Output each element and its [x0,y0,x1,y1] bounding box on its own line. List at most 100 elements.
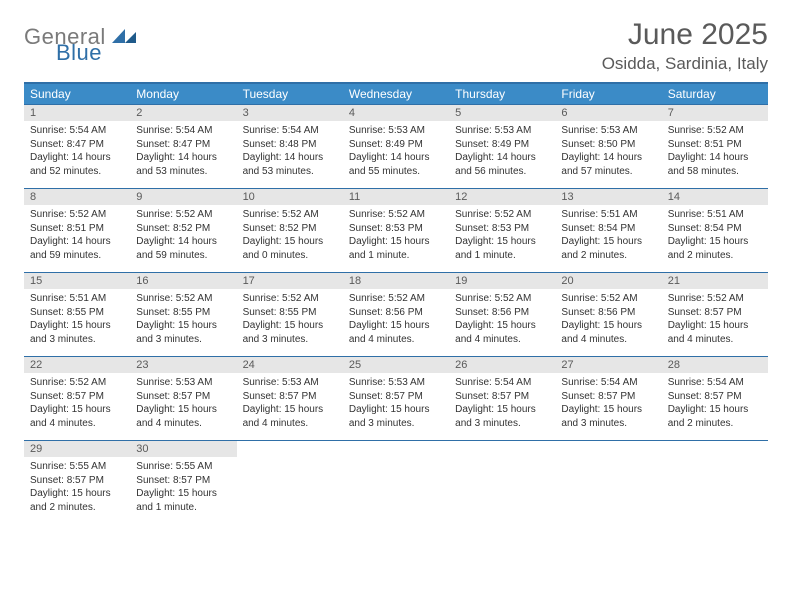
sunrise-text: Sunrise: 5:54 AM [561,376,655,390]
sunrise-text: Sunrise: 5:53 AM [349,376,443,390]
sunset-text: Sunset: 8:52 PM [243,222,337,236]
logo-text-blue: Blue [56,40,102,66]
daylight-text: Daylight: 15 hours and 4 minutes. [349,319,443,346]
sunset-text: Sunset: 8:57 PM [30,474,124,488]
daylight-text: Daylight: 15 hours and 3 minutes. [243,319,337,346]
day-header: Wednesday [343,84,449,104]
day-cell: 16Sunrise: 5:52 AMSunset: 8:55 PMDayligh… [130,272,236,356]
daylight-text: Daylight: 15 hours and 1 minute. [455,235,549,262]
day-cell: 27Sunrise: 5:54 AMSunset: 8:57 PMDayligh… [555,356,661,440]
day-number: 14 [662,189,768,205]
day-cell: 23Sunrise: 5:53 AMSunset: 8:57 PMDayligh… [130,356,236,440]
day-cell: 2Sunrise: 5:54 AMSunset: 8:47 PMDaylight… [130,104,236,188]
day-body: Sunrise: 5:52 AMSunset: 8:56 PMDaylight:… [555,289,661,352]
sunrise-text: Sunrise: 5:55 AM [30,460,124,474]
sunrise-text: Sunrise: 5:54 AM [455,376,549,390]
empty-cell [662,440,768,524]
day-body: Sunrise: 5:54 AMSunset: 8:48 PMDaylight:… [237,121,343,184]
day-body: Sunrise: 5:52 AMSunset: 8:53 PMDaylight:… [343,205,449,268]
sunset-text: Sunset: 8:52 PM [136,222,230,236]
sunset-text: Sunset: 8:49 PM [349,138,443,152]
daylight-text: Daylight: 15 hours and 3 minutes. [455,403,549,430]
day-body: Sunrise: 5:55 AMSunset: 8:57 PMDaylight:… [24,457,130,520]
day-number: 22 [24,357,130,373]
daylight-text: Daylight: 15 hours and 2 minutes. [668,403,762,430]
daylight-text: Daylight: 14 hours and 56 minutes. [455,151,549,178]
sunrise-text: Sunrise: 5:52 AM [243,292,337,306]
day-number: 4 [343,105,449,121]
daylight-text: Daylight: 15 hours and 2 minutes. [668,235,762,262]
sunset-text: Sunset: 8:54 PM [668,222,762,236]
sunset-text: Sunset: 8:57 PM [668,306,762,320]
sunset-text: Sunset: 8:51 PM [30,222,124,236]
day-cell: 20Sunrise: 5:52 AMSunset: 8:56 PMDayligh… [555,272,661,356]
sunrise-text: Sunrise: 5:51 AM [561,208,655,222]
day-body: Sunrise: 5:54 AMSunset: 8:57 PMDaylight:… [662,373,768,436]
sunrise-text: Sunrise: 5:52 AM [349,292,443,306]
day-number: 15 [24,273,130,289]
daylight-text: Daylight: 15 hours and 3 minutes. [30,319,124,346]
sunset-text: Sunset: 8:49 PM [455,138,549,152]
sunset-text: Sunset: 8:55 PM [30,306,124,320]
sunrise-text: Sunrise: 5:52 AM [30,208,124,222]
day-cell: 24Sunrise: 5:53 AMSunset: 8:57 PMDayligh… [237,356,343,440]
daylight-text: Daylight: 15 hours and 0 minutes. [243,235,337,262]
daylight-text: Daylight: 15 hours and 4 minutes. [455,319,549,346]
day-number: 3 [237,105,343,121]
empty-cell [449,440,555,524]
page-title: June 2025 [602,18,768,52]
daylight-text: Daylight: 14 hours and 59 minutes. [30,235,124,262]
daylight-text: Daylight: 15 hours and 1 minute. [136,487,230,514]
day-cell: 10Sunrise: 5:52 AMSunset: 8:52 PMDayligh… [237,188,343,272]
day-cell: 30Sunrise: 5:55 AMSunset: 8:57 PMDayligh… [130,440,236,524]
day-number: 17 [237,273,343,289]
day-cell: 5Sunrise: 5:53 AMSunset: 8:49 PMDaylight… [449,104,555,188]
day-body: Sunrise: 5:51 AMSunset: 8:55 PMDaylight:… [24,289,130,352]
sunrise-text: Sunrise: 5:53 AM [349,124,443,138]
day-number: 6 [555,105,661,121]
sunrise-text: Sunrise: 5:55 AM [136,460,230,474]
day-body: Sunrise: 5:53 AMSunset: 8:49 PMDaylight:… [343,121,449,184]
day-cell: 19Sunrise: 5:52 AMSunset: 8:56 PMDayligh… [449,272,555,356]
sunrise-text: Sunrise: 5:52 AM [455,292,549,306]
logo: General Blue [24,24,138,50]
day-cell: 3Sunrise: 5:54 AMSunset: 8:48 PMDaylight… [237,104,343,188]
daylight-text: Daylight: 15 hours and 3 minutes. [136,319,230,346]
sunset-text: Sunset: 8:55 PM [136,306,230,320]
sunrise-text: Sunrise: 5:52 AM [455,208,549,222]
day-header: Friday [555,84,661,104]
sunset-text: Sunset: 8:53 PM [455,222,549,236]
day-cell: 14Sunrise: 5:51 AMSunset: 8:54 PMDayligh… [662,188,768,272]
day-body: Sunrise: 5:54 AMSunset: 8:47 PMDaylight:… [24,121,130,184]
day-cell: 21Sunrise: 5:52 AMSunset: 8:57 PMDayligh… [662,272,768,356]
day-cell: 8Sunrise: 5:52 AMSunset: 8:51 PMDaylight… [24,188,130,272]
day-number: 28 [662,357,768,373]
day-number: 7 [662,105,768,121]
day-header: Saturday [662,84,768,104]
sunset-text: Sunset: 8:56 PM [349,306,443,320]
day-body: Sunrise: 5:53 AMSunset: 8:57 PMDaylight:… [343,373,449,436]
sunset-text: Sunset: 8:54 PM [561,222,655,236]
sunrise-text: Sunrise: 5:53 AM [243,376,337,390]
sunset-text: Sunset: 8:56 PM [455,306,549,320]
daylight-text: Daylight: 15 hours and 4 minutes. [30,403,124,430]
day-body: Sunrise: 5:52 AMSunset: 8:56 PMDaylight:… [449,289,555,352]
daylight-text: Daylight: 14 hours and 58 minutes. [668,151,762,178]
day-number: 30 [130,441,236,457]
empty-cell [555,440,661,524]
sunrise-text: Sunrise: 5:54 AM [668,376,762,390]
daylight-text: Daylight: 15 hours and 3 minutes. [561,403,655,430]
page-header: General Blue June 2025 Osidda, Sardinia,… [24,18,768,74]
day-body: Sunrise: 5:52 AMSunset: 8:51 PMDaylight:… [24,205,130,268]
sunset-text: Sunset: 8:57 PM [136,390,230,404]
empty-cell [343,440,449,524]
sunset-text: Sunset: 8:57 PM [561,390,655,404]
sunrise-text: Sunrise: 5:53 AM [136,376,230,390]
day-body: Sunrise: 5:52 AMSunset: 8:51 PMDaylight:… [662,121,768,184]
sunrise-text: Sunrise: 5:52 AM [136,208,230,222]
day-cell: 15Sunrise: 5:51 AMSunset: 8:55 PMDayligh… [24,272,130,356]
day-number: 16 [130,273,236,289]
sunrise-text: Sunrise: 5:54 AM [243,124,337,138]
day-body: Sunrise: 5:53 AMSunset: 8:49 PMDaylight:… [449,121,555,184]
day-number: 24 [237,357,343,373]
